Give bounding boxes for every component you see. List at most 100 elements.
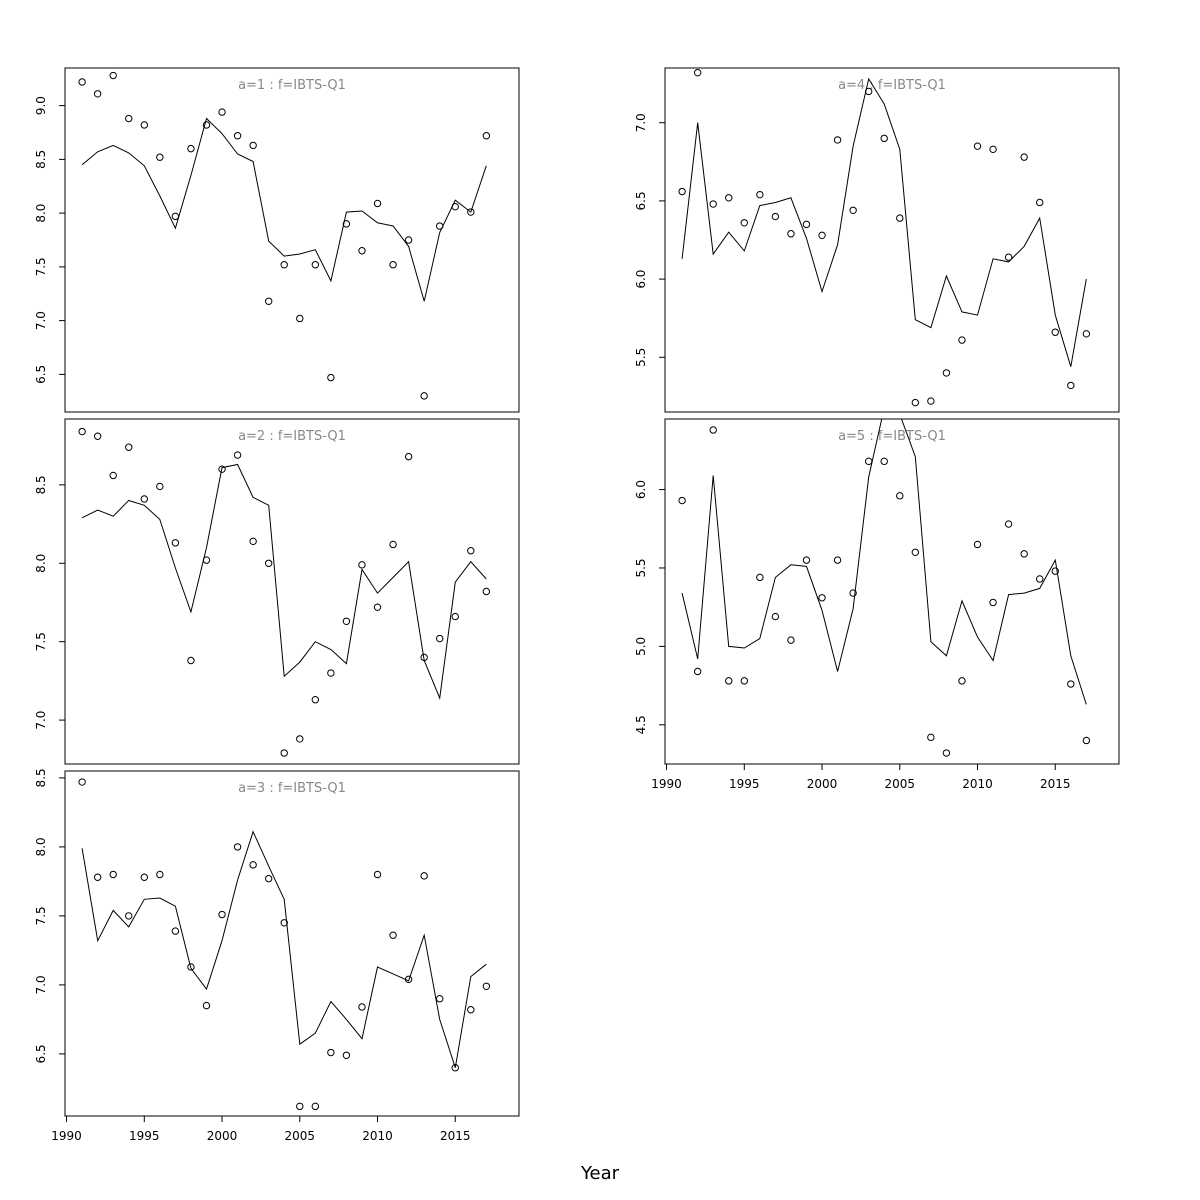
fitted-line	[81, 117, 487, 302]
observed-point	[404, 975, 413, 984]
observed-point	[140, 495, 148, 503]
observed-point	[327, 669, 335, 677]
panel-frame	[64, 770, 520, 1117]
observed-point	[109, 71, 117, 80]
observed-point	[451, 1064, 459, 1072]
observed-point	[756, 573, 764, 582]
observed-point	[78, 778, 86, 786]
observed-point	[958, 336, 966, 344]
observed-point	[787, 636, 795, 644]
observed-point	[958, 677, 966, 685]
observed-point	[327, 1048, 335, 1057]
observed-point	[467, 208, 475, 216]
y-tick-label: 8.0	[34, 554, 48, 573]
y-tick-label: 7.0	[34, 311, 48, 330]
y-tick-label: 8.0	[34, 204, 48, 223]
observed-point	[1051, 567, 1059, 575]
observed-point	[420, 653, 428, 662]
observed-point	[93, 90, 102, 98]
panel-title: a=2 : f=IBTS-Q1	[238, 429, 346, 444]
observed-point	[327, 373, 335, 382]
y-tick-label: 5.5	[634, 348, 648, 367]
plot-area	[678, 419, 1091, 757]
observed-point	[709, 426, 717, 434]
observed-point	[709, 200, 717, 208]
observed-point	[1020, 153, 1028, 161]
x-tick-label: 1990	[51, 1129, 82, 1143]
observed-point	[451, 202, 459, 211]
observed-point	[389, 931, 397, 939]
observed-point	[1082, 330, 1091, 338]
observed-point	[202, 121, 211, 129]
observed-point	[78, 427, 86, 436]
observed-point	[833, 136, 842, 144]
observed-point	[358, 1003, 366, 1011]
panel-title: a=3 : f=IBTS-Q1	[238, 781, 346, 796]
observed-point	[880, 134, 888, 143]
observed-point	[927, 733, 935, 742]
observed-point	[1036, 575, 1044, 583]
observed-point	[156, 153, 164, 161]
observed-point	[436, 634, 444, 643]
observed-point	[202, 556, 211, 564]
observed-point	[93, 873, 102, 881]
observed-point	[420, 392, 428, 400]
observed-point	[989, 145, 997, 154]
observed-point	[896, 214, 904, 222]
y-tick-label: 7.0	[34, 975, 48, 994]
y-tick-label: 9.0	[34, 96, 48, 115]
observed-point	[358, 247, 366, 255]
observed-point	[1082, 736, 1091, 745]
observed-point	[896, 492, 904, 500]
observed-point	[187, 144, 195, 153]
fitted-line	[681, 419, 1087, 705]
observed-point	[373, 603, 382, 611]
observed-point	[280, 919, 288, 927]
observed-point	[404, 236, 413, 244]
x-tick-label: 1995	[729, 777, 760, 791]
observed-point	[802, 220, 811, 229]
x-tick-label: 2000	[807, 777, 838, 791]
observed-point	[911, 398, 920, 407]
observed-point	[202, 1001, 211, 1010]
x-tick-label: 2010	[962, 777, 993, 791]
observed-point	[1020, 550, 1028, 558]
x-tick-label: 2015	[440, 1129, 471, 1143]
observed-point	[482, 982, 491, 990]
x-tick-label: 2015	[1040, 777, 1071, 791]
panel-frame	[64, 418, 520, 765]
observed-point	[296, 735, 304, 743]
y-tick-label: 6.5	[34, 365, 48, 384]
panel-1: a=1 : f=IBTS-Q1 6.5 7.0 7.5 8.0 8.5 9.0	[34, 67, 520, 413]
observed-point	[264, 874, 273, 883]
observed-point	[171, 927, 180, 935]
y-tick-label: 5.0	[634, 637, 648, 656]
observed-point	[156, 870, 164, 879]
y-tick-label: 8.5	[34, 768, 48, 787]
observed-point	[233, 451, 242, 459]
observed-point	[373, 199, 382, 208]
observed-point	[436, 995, 444, 1003]
observed-point	[233, 132, 242, 140]
panel-frame	[664, 67, 1120, 413]
y-tick-label: 7.5	[34, 632, 48, 651]
panel-title: a=5 : f=IBTS-Q1	[838, 429, 946, 444]
panel-3: a=3 : f=IBTS-Q1 6.5 7.0 7.5 8.0 8.5 1990 1995 20…	[34, 768, 520, 1143]
observed-point	[125, 443, 133, 451]
observed-point	[693, 667, 702, 676]
y-tick-label: 8.5	[34, 475, 48, 494]
observed-point	[249, 141, 257, 150]
observed-point	[264, 559, 273, 567]
observed-point	[973, 142, 982, 150]
y-tick-label: 8.0	[34, 837, 48, 856]
observed-point	[942, 369, 951, 377]
observed-point	[156, 482, 164, 491]
observed-point	[109, 870, 117, 879]
x-tick-label: 1990	[651, 777, 682, 791]
observed-point	[420, 872, 428, 880]
observed-point	[802, 556, 811, 564]
observed-point	[218, 465, 226, 473]
observed-point	[725, 194, 733, 202]
observed-point	[818, 231, 826, 240]
observed-point	[451, 612, 459, 621]
